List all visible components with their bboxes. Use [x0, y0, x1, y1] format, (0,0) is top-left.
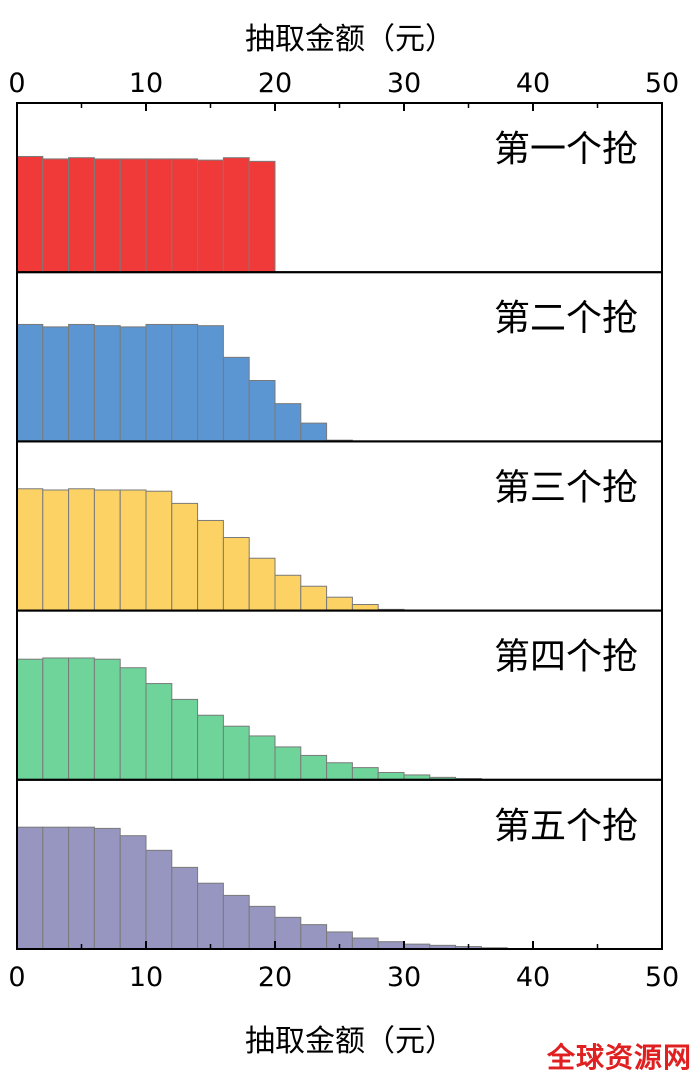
histogram-bar: [119, 835, 147, 950]
histogram-bar: [16, 658, 44, 781]
histogram-bar: [93, 658, 121, 781]
panel-label: 第四个抢: [494, 637, 638, 678]
histogram-bar: [171, 502, 199, 612]
histogram-bar: [145, 490, 173, 612]
histogram-bar: [197, 159, 224, 273]
x-tick-label-bottom: 10: [129, 962, 163, 993]
histogram-bar: [119, 667, 147, 781]
x-tick-label-top: 40: [516, 68, 550, 99]
histogram-bar: [351, 937, 379, 950]
histogram-bar: [119, 489, 147, 612]
x-tick-label-bottom: 40: [516, 962, 550, 993]
histogram-bar: [68, 488, 95, 612]
site-watermark: 全球资源网: [546, 1041, 692, 1074]
x-tick-label-top: 10: [129, 68, 163, 99]
histogram-bar: [351, 767, 379, 781]
histogram-bar: [171, 698, 199, 781]
x-tick-label-bottom: 30: [387, 962, 421, 993]
histogram-bar: [171, 158, 199, 273]
histogram-bar: [197, 714, 224, 781]
x-tick-label-bottom: 0: [8, 962, 25, 993]
histogram-bar: [377, 941, 405, 950]
histogram-bar: [16, 488, 44, 612]
histogram-bar: [93, 489, 121, 612]
histogram-bar: [300, 754, 328, 781]
histogram-bar: [42, 158, 70, 273]
histogram-bar: [68, 157, 95, 273]
histogram-bar: [222, 894, 250, 950]
histogram-bar: [274, 916, 302, 950]
histogram-bar: [248, 379, 276, 442]
x-tick-label-top: 30: [387, 68, 421, 99]
histogram-bar: [300, 924, 328, 950]
histogram-bar: [274, 746, 302, 781]
panel-label: 第一个抢: [494, 129, 638, 170]
x-tick-label-top: 50: [645, 68, 679, 99]
histogram-bar: [377, 771, 405, 781]
histogram-bar: [93, 827, 121, 950]
histogram-bar: [197, 519, 224, 612]
histogram-bar: [42, 489, 70, 612]
histogram-bar: [16, 323, 44, 442]
x-tick-label-bottom: 50: [645, 962, 679, 993]
histogram-bar: [119, 158, 147, 273]
histogram-bar: [326, 762, 353, 781]
histogram-bar: [42, 657, 70, 781]
histogram-bar: [171, 323, 199, 442]
x-tick-label-top: 0: [8, 68, 25, 99]
panel-label: 第二个抢: [494, 298, 638, 339]
histogram-bar: [274, 403, 302, 442]
histogram-bar: [145, 323, 173, 442]
histogram-bar: [197, 882, 224, 950]
histogram-bar: [93, 325, 121, 442]
histogram-bar: [68, 657, 95, 781]
x-tick-label-bottom: 20: [258, 962, 292, 993]
histogram-bar: [16, 826, 44, 950]
histogram-bar: [248, 557, 276, 612]
panel-label: 第五个抢: [494, 806, 638, 847]
histogram-bar: [326, 596, 353, 612]
histogram-bar: [274, 574, 302, 612]
x-tick-label-top: 20: [258, 68, 292, 99]
histogram-bar: [119, 326, 147, 442]
histogram-bar: [145, 849, 173, 950]
histogram-bar: [248, 905, 276, 950]
histogram-bar: [42, 826, 70, 950]
histogram-bar: [197, 325, 224, 442]
histogram-bar: [222, 157, 250, 273]
histogram-bar: [68, 323, 95, 442]
histogram-bar: [222, 725, 250, 781]
histogram-bar: [68, 826, 95, 950]
histogram-bar: [248, 735, 276, 781]
histogram-bar: [93, 158, 121, 273]
histogram-bar: [145, 683, 173, 781]
histogram-bar: [42, 326, 70, 442]
histogram-bar: [222, 537, 250, 612]
histogram-bar: [145, 158, 173, 273]
histogram-bar: [300, 422, 328, 442]
histogram-bar: [248, 160, 276, 273]
histogram-bar: [300, 585, 328, 612]
x-axis-title-bottom: 抽取金额（元）: [245, 1024, 455, 1059]
x-axis-title-top: 抽取金额（元）: [245, 22, 455, 57]
histogram-bar: [16, 155, 44, 273]
panel-label: 第三个抢: [494, 467, 638, 508]
histogram-bar: [222, 356, 250, 442]
histogram-bar: [171, 866, 199, 950]
